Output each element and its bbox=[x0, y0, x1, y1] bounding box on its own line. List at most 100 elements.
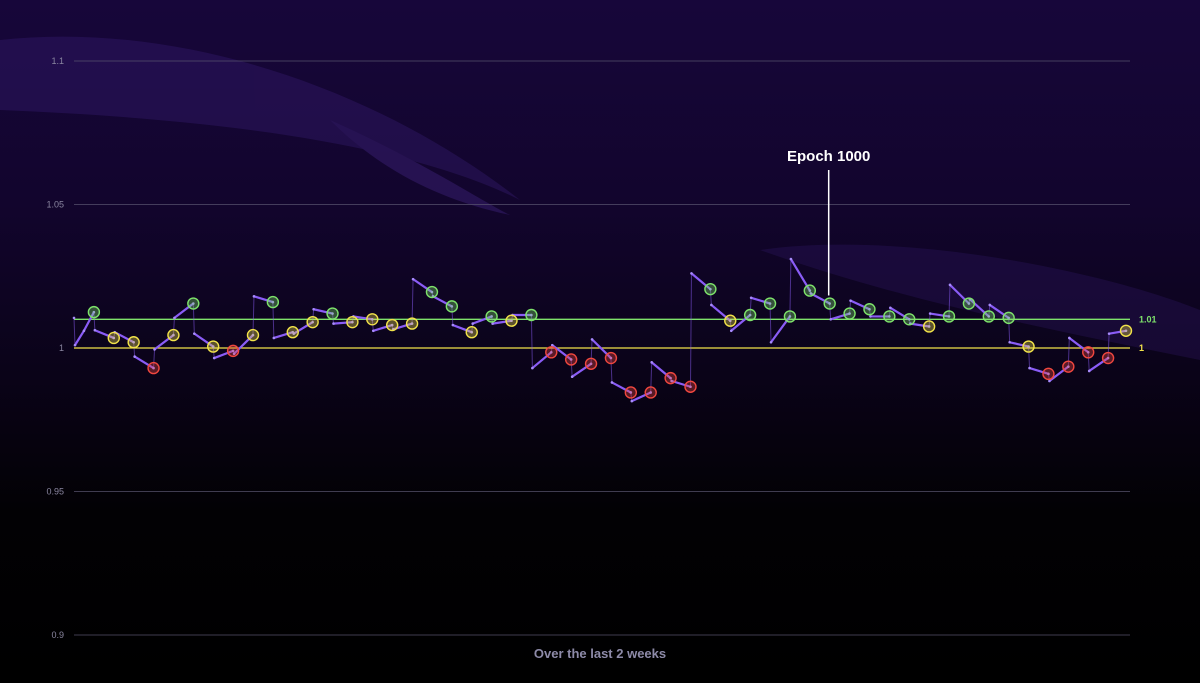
series-point bbox=[211, 345, 215, 348]
series-point bbox=[1124, 329, 1128, 333]
series-point bbox=[530, 313, 533, 317]
series-point bbox=[132, 340, 135, 344]
series-segment bbox=[232, 333, 255, 355]
series-point bbox=[829, 318, 832, 321]
series-segment bbox=[352, 315, 374, 321]
series-point bbox=[550, 343, 554, 347]
series-segment bbox=[1028, 366, 1050, 375]
series-point bbox=[809, 292, 813, 295]
marker-red bbox=[545, 346, 558, 359]
marker-green bbox=[326, 307, 339, 320]
series-segment bbox=[73, 317, 76, 346]
series-point bbox=[907, 318, 911, 321]
series-segment bbox=[551, 344, 573, 361]
series-segment bbox=[411, 278, 434, 294]
marker-red bbox=[564, 353, 578, 366]
series-segment bbox=[133, 355, 155, 370]
series-segment bbox=[909, 322, 931, 328]
annotation-label: Epoch 1000 bbox=[787, 148, 870, 165]
series-segment bbox=[730, 313, 752, 332]
series-point bbox=[172, 333, 175, 337]
series-segment bbox=[948, 283, 970, 305]
series-segment bbox=[928, 313, 931, 327]
series-point bbox=[629, 391, 633, 394]
series-point bbox=[570, 375, 574, 379]
series-point bbox=[649, 391, 653, 394]
series-point bbox=[1027, 345, 1030, 348]
series-point bbox=[331, 312, 334, 315]
marker-yellow bbox=[465, 326, 478, 339]
series-segment bbox=[272, 331, 294, 340]
series-point bbox=[470, 330, 474, 334]
series-point bbox=[610, 381, 614, 384]
reference-line-label: 1 bbox=[1139, 343, 1144, 353]
series-segment bbox=[193, 332, 215, 348]
series-segment bbox=[1028, 346, 1031, 369]
series-point bbox=[609, 356, 613, 360]
series-point bbox=[390, 323, 394, 327]
series-point bbox=[232, 352, 236, 356]
marker-red bbox=[147, 361, 160, 375]
series-point bbox=[888, 315, 891, 318]
series-segment bbox=[610, 381, 632, 394]
series-segment bbox=[73, 329, 86, 347]
series-point bbox=[589, 362, 593, 366]
marker-red bbox=[1082, 346, 1095, 359]
series-point bbox=[828, 302, 831, 305]
series-point bbox=[630, 399, 634, 403]
series-point bbox=[251, 333, 255, 337]
series-segment bbox=[213, 349, 235, 360]
series-segment bbox=[451, 323, 473, 334]
series-point bbox=[531, 366, 534, 370]
series-point bbox=[93, 328, 97, 332]
series-point bbox=[868, 307, 871, 311]
series-point bbox=[1106, 356, 1110, 360]
series-segment bbox=[1107, 333, 1110, 359]
series-point bbox=[590, 338, 594, 341]
series-point bbox=[73, 343, 77, 347]
series-segment bbox=[1107, 329, 1128, 335]
series-segment bbox=[82, 311, 95, 332]
series-segment bbox=[710, 303, 732, 322]
marker-green bbox=[843, 307, 856, 320]
series-segment bbox=[1008, 317, 1011, 343]
series-point bbox=[72, 316, 76, 320]
series-point bbox=[153, 348, 156, 351]
series-point bbox=[510, 319, 513, 323]
series-segment bbox=[252, 295, 274, 304]
series-segment bbox=[750, 296, 772, 305]
series-point bbox=[371, 329, 375, 333]
marker-green bbox=[485, 310, 498, 323]
marker-green bbox=[704, 282, 717, 296]
series-point bbox=[450, 305, 454, 308]
series-segment bbox=[590, 338, 593, 365]
series-point bbox=[689, 385, 692, 389]
epoch-annotation: Epoch 1000 bbox=[787, 148, 870, 296]
marker-green bbox=[763, 297, 777, 310]
series-point bbox=[370, 318, 374, 321]
series-segment bbox=[829, 312, 851, 321]
series-lines bbox=[72, 257, 1128, 403]
series-point bbox=[312, 307, 315, 311]
series-segment bbox=[689, 272, 692, 388]
series-segment bbox=[888, 307, 891, 317]
marker-green bbox=[783, 310, 797, 323]
series-segment bbox=[650, 361, 672, 380]
series-point bbox=[1008, 340, 1011, 344]
marker-green bbox=[803, 284, 817, 297]
series-point bbox=[92, 310, 96, 314]
marker-green bbox=[823, 297, 836, 310]
series-segment bbox=[968, 298, 990, 318]
series-point bbox=[451, 323, 455, 327]
series-segment bbox=[312, 308, 334, 315]
series-point bbox=[987, 315, 991, 318]
series-point bbox=[271, 300, 275, 304]
series-segment bbox=[153, 333, 175, 351]
marker-green bbox=[743, 308, 757, 322]
marker-red bbox=[624, 386, 638, 399]
series-point bbox=[1047, 372, 1050, 376]
series-segment bbox=[1087, 351, 1090, 372]
marker-yellow bbox=[167, 328, 180, 342]
series-segment bbox=[531, 351, 553, 370]
